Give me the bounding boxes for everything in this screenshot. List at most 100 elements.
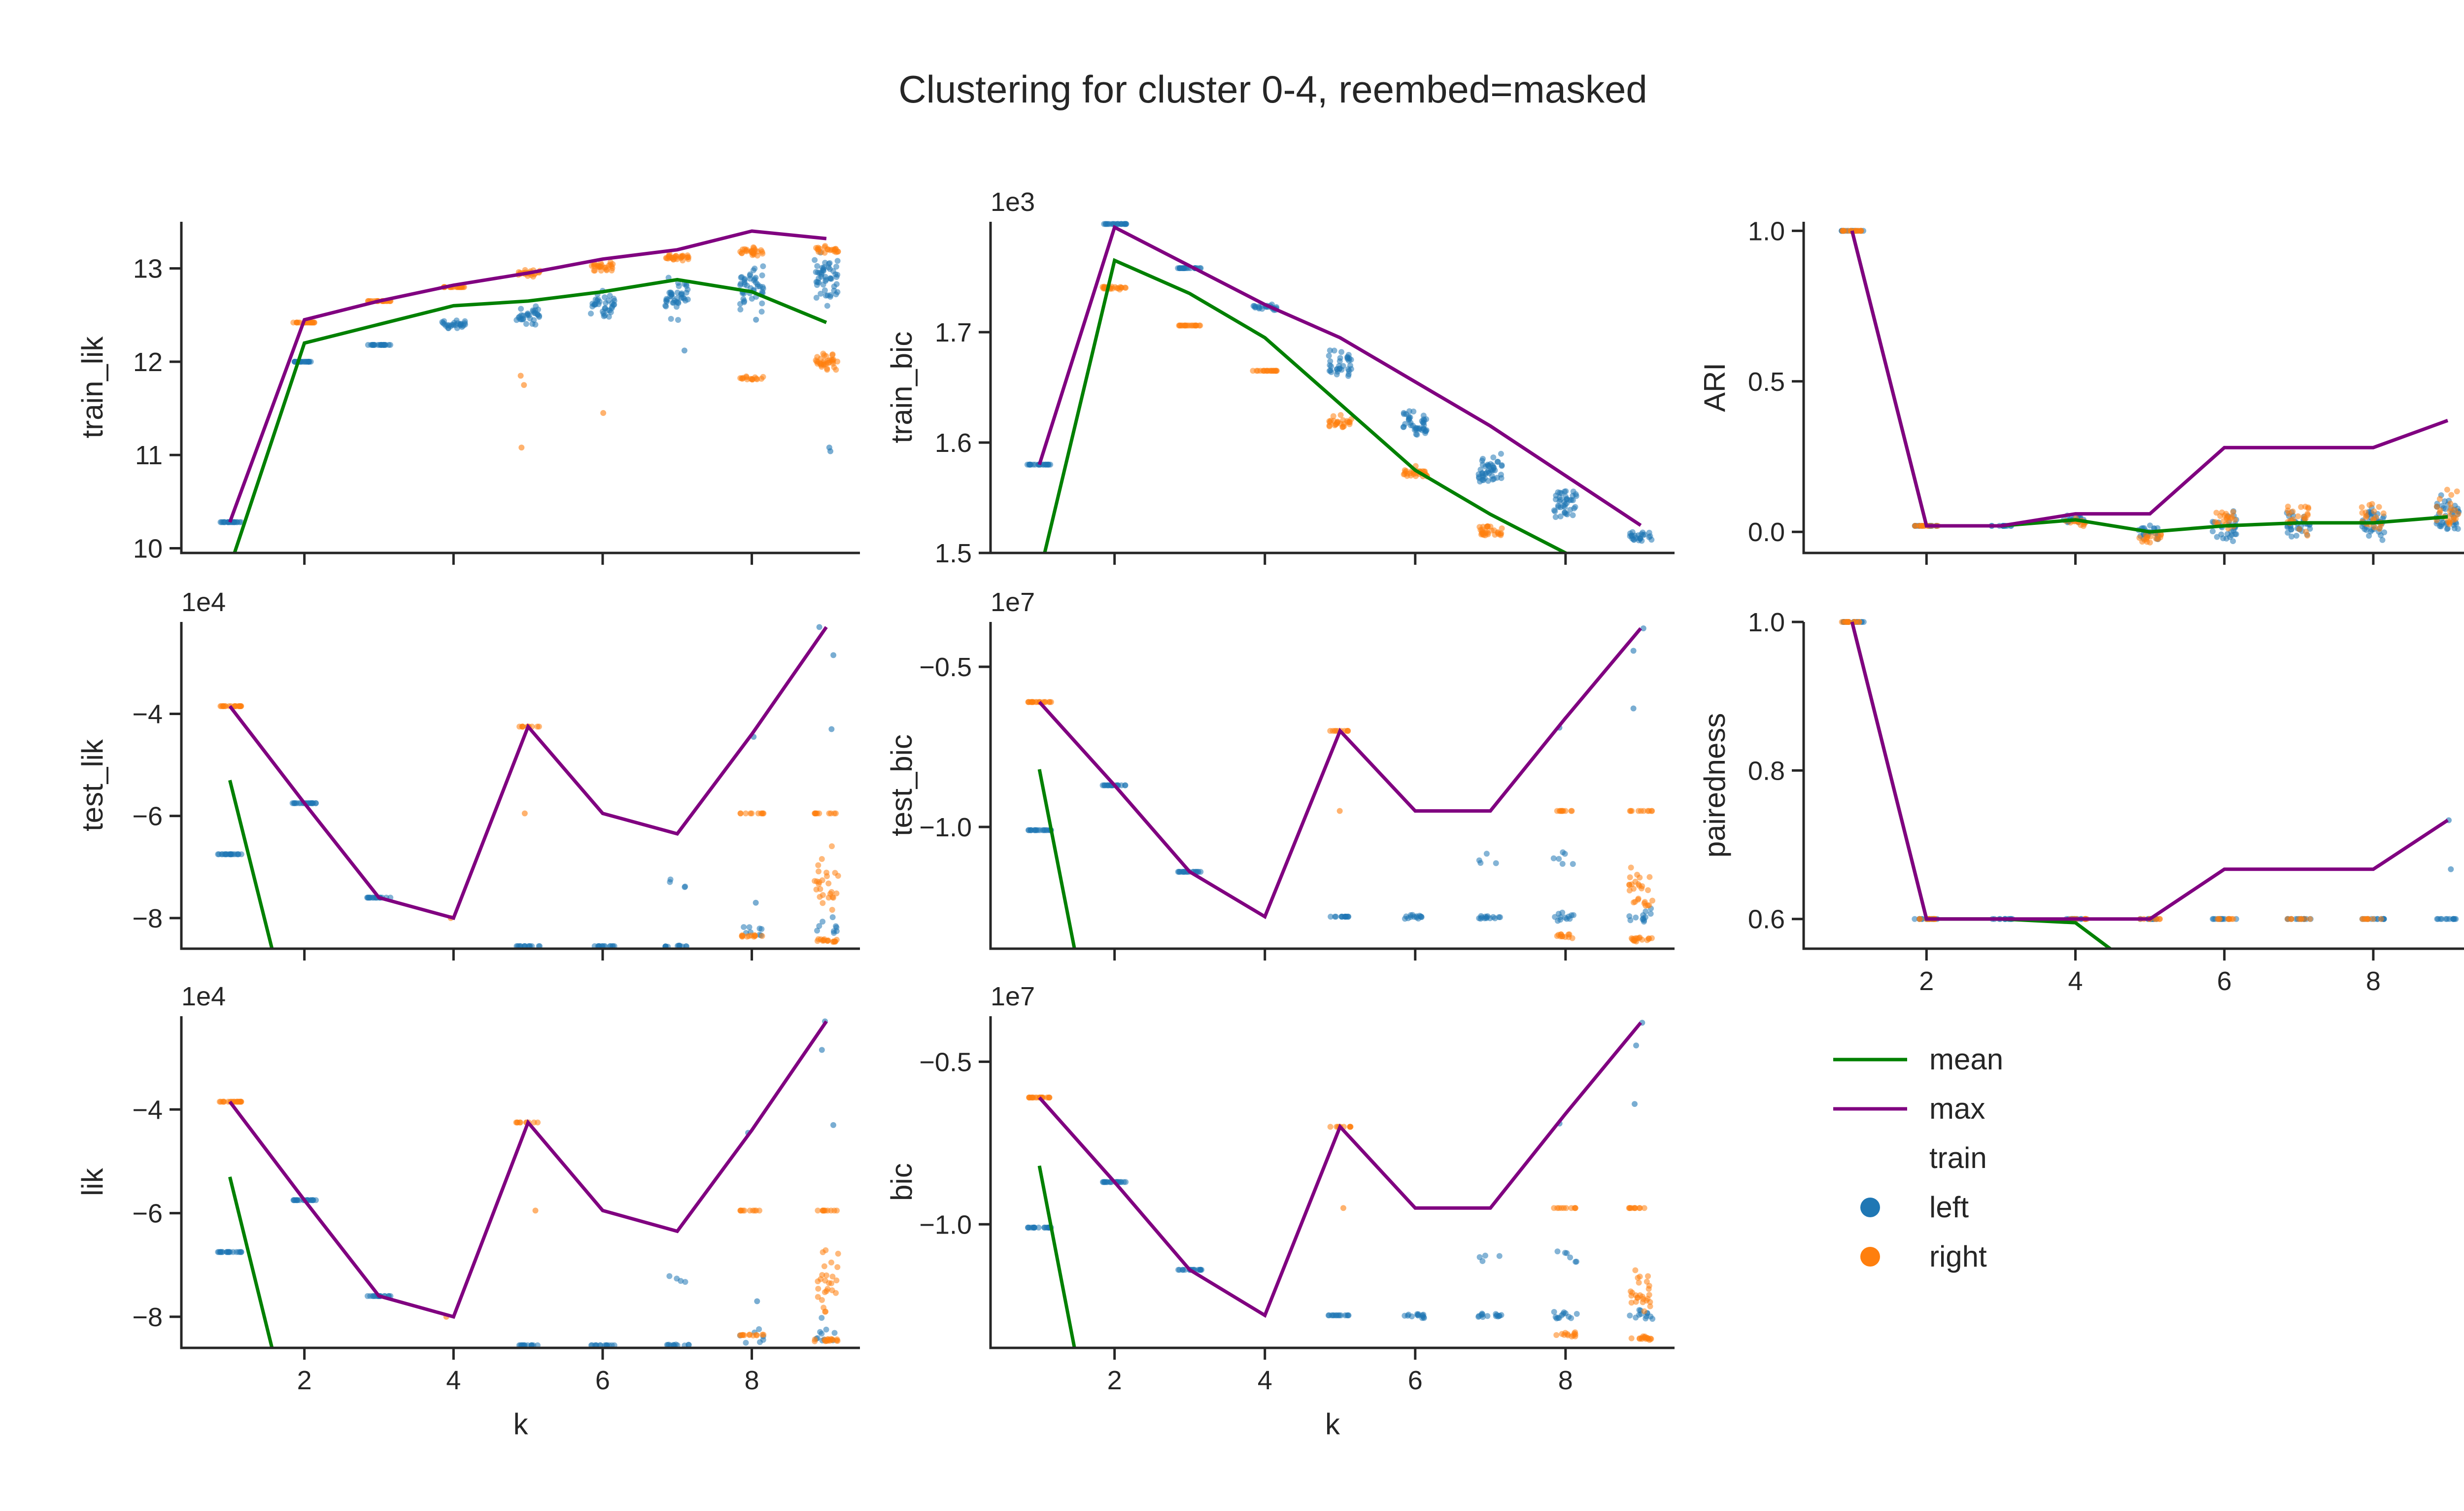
- left-point: [2444, 916, 2450, 922]
- left-point: [1554, 918, 1561, 924]
- ARI-max-line: [1850, 230, 2449, 528]
- right-point: [604, 267, 610, 274]
- y-tick-label: 12: [133, 347, 163, 377]
- left-point: [1475, 1313, 1482, 1319]
- right-point: [817, 893, 823, 900]
- left-point: [824, 303, 830, 309]
- right-point: [2217, 513, 2224, 519]
- left-point: [759, 289, 765, 295]
- right-point: [2362, 514, 2369, 520]
- left-point: [1484, 461, 1491, 468]
- left-point: [2289, 533, 2295, 540]
- left-point: [816, 923, 822, 929]
- left-point: [1477, 860, 1484, 866]
- right-point: [2376, 504, 2382, 510]
- left-point: [1557, 496, 1564, 503]
- left-point: [1478, 913, 1484, 919]
- left-point: [291, 1197, 297, 1203]
- right-point: [1499, 525, 1505, 532]
- bic-mean-line: [1037, 1165, 1076, 1348]
- right-point: [1645, 1273, 1651, 1279]
- right-point: [1645, 887, 1651, 893]
- left-point: [817, 1329, 823, 1335]
- lik-max-line: [228, 1020, 828, 1319]
- left-point: [1570, 861, 1576, 867]
- train_bic-axes-spine: [989, 222, 1675, 554]
- test_bic-offset-label: 1e7: [991, 587, 1035, 617]
- right-point: [823, 1272, 829, 1278]
- left-point: [1647, 911, 1654, 917]
- right-point: [1628, 1300, 1635, 1306]
- left-point: [1630, 648, 1637, 654]
- left-point: [1499, 463, 1505, 469]
- right-point: [237, 1099, 243, 1105]
- left-point: [1338, 1312, 1344, 1319]
- left-point: [819, 1047, 825, 1053]
- left-point: [1180, 869, 1187, 875]
- left-point: [1326, 352, 1332, 359]
- x-tick-label: 4: [1258, 1366, 1272, 1395]
- left-point: [1649, 1316, 1656, 1322]
- right-point: [1648, 808, 1655, 814]
- left-point: [296, 800, 303, 806]
- left-point: [1027, 461, 1033, 468]
- right-point: [1628, 1335, 1635, 1341]
- left-point: [752, 265, 758, 272]
- left-point: [813, 295, 820, 301]
- right-point: [2285, 916, 2291, 922]
- right-point: [1647, 1303, 1653, 1309]
- left-point: [1102, 221, 1109, 227]
- right-point: [2290, 508, 2296, 515]
- right-point: [1628, 864, 1634, 871]
- right-point: [1641, 1308, 1647, 1314]
- left-point: [1335, 369, 1341, 375]
- right-point: [813, 357, 819, 364]
- left-point: [833, 924, 840, 930]
- right-point: [828, 843, 835, 850]
- left-point: [2455, 526, 2461, 532]
- legend-left-swatch: [1860, 1198, 1880, 1217]
- right-point: [820, 900, 826, 906]
- right-point: [2296, 526, 2302, 532]
- right-point: [832, 810, 839, 817]
- left-point: [611, 301, 617, 308]
- left-point: [1555, 504, 1562, 510]
- left-point: [1496, 914, 1502, 921]
- left-point: [1627, 533, 1633, 539]
- left-point: [1482, 1252, 1488, 1259]
- left-point: [1555, 489, 1561, 495]
- left-point: [2361, 526, 2368, 532]
- right-point: [1553, 1332, 1560, 1338]
- left-point: [1562, 851, 1568, 857]
- left-point: [684, 296, 691, 303]
- right-point: [1637, 1292, 1643, 1299]
- right-point: [815, 1207, 821, 1214]
- right-point: [1328, 417, 1334, 424]
- right-point: [829, 1273, 836, 1280]
- right-point: [2307, 916, 2313, 922]
- left-point: [1642, 531, 1648, 538]
- y-tick-label: 1.7: [935, 318, 972, 347]
- y-tick-label: 1.5: [935, 539, 972, 568]
- left-point: [683, 289, 689, 296]
- left-point: [823, 1326, 829, 1333]
- test_lik-scatter: [215, 624, 841, 949]
- right-point: [1839, 619, 1845, 625]
- left-point: [1563, 493, 1569, 500]
- y-tick-label: 10: [133, 534, 163, 564]
- x-tick-label: 6: [1408, 1366, 1423, 1395]
- lik-scatter: [215, 1018, 841, 1348]
- left-point: [1632, 1101, 1638, 1107]
- right-point: [1045, 1094, 1052, 1100]
- left-point: [599, 309, 606, 315]
- left-point: [1552, 508, 1558, 515]
- left-point: [223, 851, 230, 858]
- right-point: [1402, 471, 1408, 477]
- left-point: [382, 342, 388, 348]
- left-point: [681, 347, 687, 354]
- lik-offset-label: 1e4: [181, 982, 226, 1011]
- left-point: [829, 914, 836, 921]
- left-point: [1570, 512, 1576, 518]
- left-point: [1630, 705, 1637, 712]
- right-point: [678, 254, 684, 260]
